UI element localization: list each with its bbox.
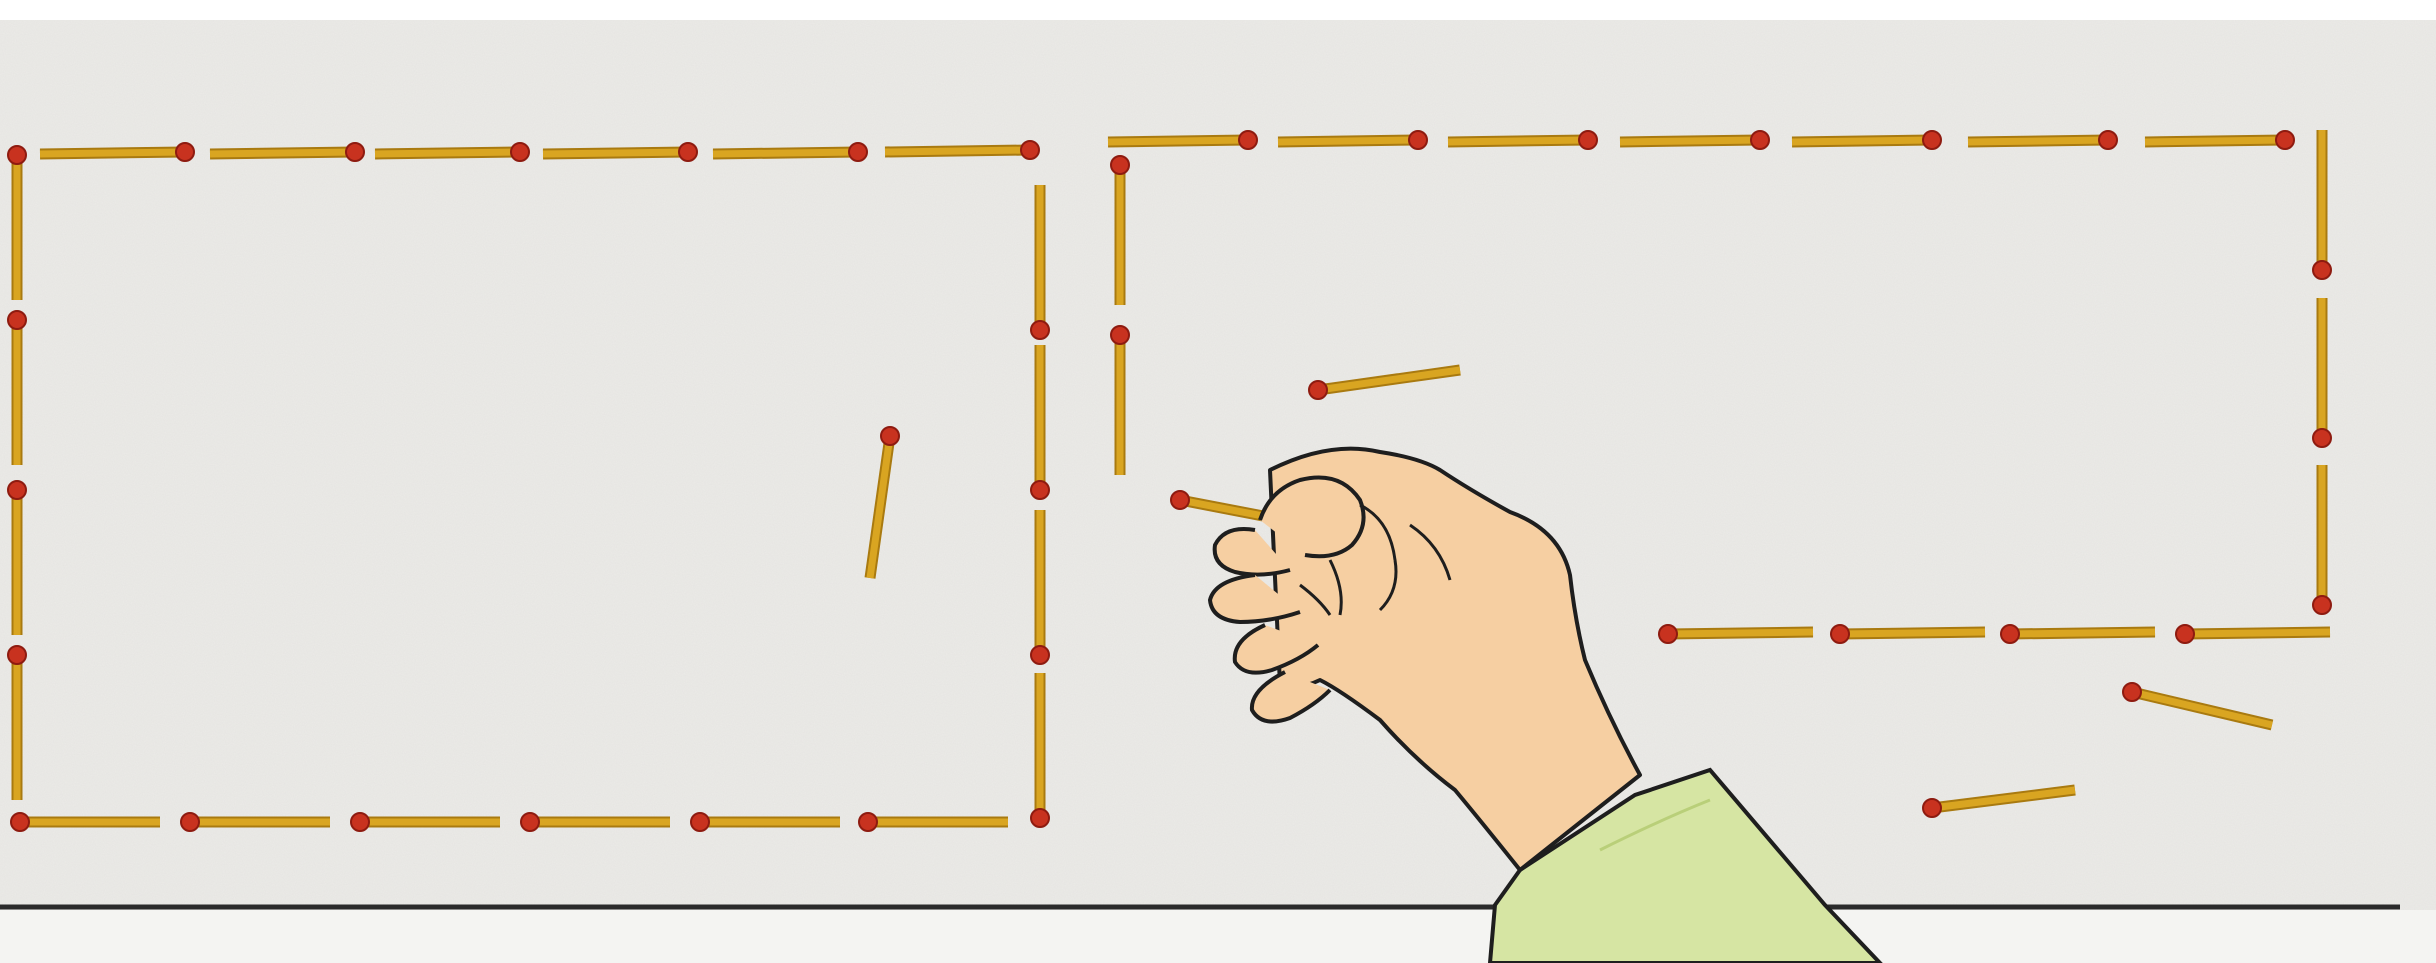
matchstick-icon — [180, 812, 330, 832]
matchstick-icon — [1110, 155, 1130, 305]
matchstick-icon — [7, 480, 27, 635]
matchstick-icon — [542, 142, 698, 162]
matchstick-icon — [10, 812, 160, 832]
matchstick-icon — [1658, 624, 1814, 644]
matchstick-icon — [1110, 325, 1130, 475]
matchstick-icon — [520, 812, 670, 832]
matchstick-icon — [1619, 130, 1770, 150]
matchstick-icon — [712, 142, 868, 162]
matchstick-icon — [1030, 185, 1050, 340]
matchstick-icon — [7, 145, 27, 300]
matchstick-icon — [350, 812, 500, 832]
matchstick-icon — [1308, 364, 1461, 400]
matchstick-icon — [1791, 130, 1942, 150]
matchstick-icon — [2312, 130, 2332, 280]
hand-finger-little — [1249, 670, 1332, 724]
matchstick-icon — [2312, 465, 2332, 615]
hand-finger-ring — [1232, 623, 1320, 675]
matchstick-icon — [884, 140, 1040, 160]
matchstick-icon — [1922, 784, 2076, 818]
matchstick-icon — [39, 142, 195, 162]
matchstick-icon — [7, 310, 27, 465]
hand-finger-index — [1212, 527, 1291, 577]
matchstick-icon — [1447, 130, 1598, 150]
matchstick-icon — [690, 812, 840, 832]
matchstick-icon — [1030, 345, 1050, 500]
matchstick-icon — [1277, 130, 1428, 150]
matchstick-icon — [2000, 624, 2156, 644]
matchstick-icon — [2144, 130, 2295, 150]
hand-thumb — [1258, 475, 1366, 559]
matchstick-icon — [1830, 624, 1986, 644]
matchstick-icon — [1030, 510, 1050, 665]
sleeve — [1487, 767, 1883, 963]
hand-palm — [1268, 446, 1642, 872]
matchstick-icon — [7, 645, 27, 800]
matchstick-icon — [209, 142, 365, 162]
hand-creases — [1299, 503, 1452, 616]
matchsticks-layer — [7, 130, 2332, 832]
matchstick-icon — [864, 426, 900, 579]
paper-background — [0, 20, 2436, 910]
matchstick-icon — [2312, 298, 2332, 448]
matchstick-icon — [374, 142, 530, 162]
matchstick-icon — [2175, 624, 2331, 644]
below-table-area — [0, 910, 2436, 963]
hand-icon — [1208, 446, 1883, 963]
matchstick-icon — [1967, 130, 2118, 150]
matchstick-icon — [1030, 673, 1050, 828]
matchstick-icon — [1107, 130, 1258, 150]
sleeve-fold — [1599, 798, 1711, 852]
matchstick-icon — [858, 812, 1008, 832]
hand-finger-middle — [1208, 573, 1301, 624]
matchstick-icon — [2122, 682, 2274, 731]
